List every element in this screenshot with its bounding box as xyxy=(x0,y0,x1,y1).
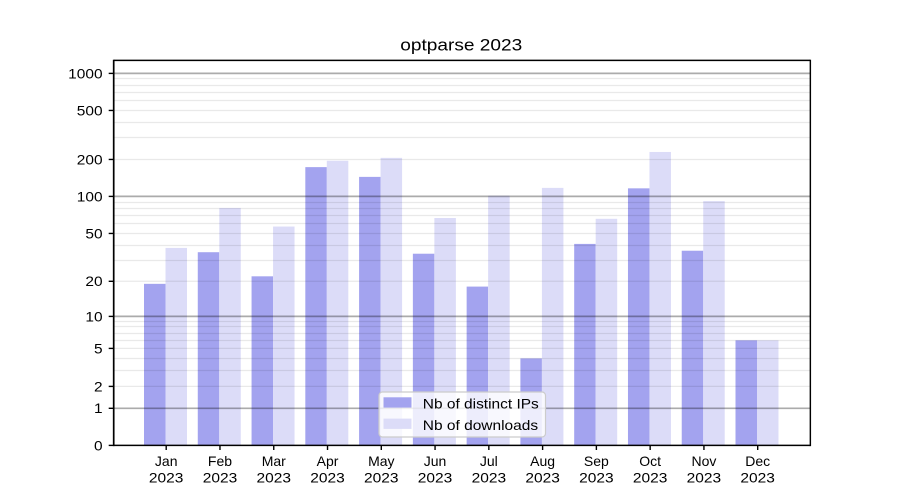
svg-text:2023: 2023 xyxy=(579,469,614,485)
svg-text:500: 500 xyxy=(77,102,103,118)
svg-text:5: 5 xyxy=(94,340,103,356)
svg-text:2023: 2023 xyxy=(203,469,238,485)
svg-text:Nov: Nov xyxy=(691,453,716,469)
svg-text:Feb: Feb xyxy=(208,453,232,469)
svg-text:0: 0 xyxy=(94,437,103,453)
svg-text:2023: 2023 xyxy=(149,469,184,485)
svg-text:2023: 2023 xyxy=(472,469,507,485)
svg-text:200: 200 xyxy=(77,151,103,167)
svg-text:optparse 2023: optparse 2023 xyxy=(400,35,522,54)
svg-text:2023: 2023 xyxy=(633,469,668,485)
svg-text:20: 20 xyxy=(85,273,102,289)
svg-text:Mar: Mar xyxy=(262,453,286,469)
svg-text:Sep: Sep xyxy=(584,453,609,469)
svg-text:2023: 2023 xyxy=(525,469,560,485)
svg-text:2: 2 xyxy=(94,378,103,394)
svg-text:2023: 2023 xyxy=(310,469,345,485)
svg-text:100: 100 xyxy=(77,188,103,204)
svg-text:May: May xyxy=(368,453,394,469)
svg-text:50: 50 xyxy=(85,225,102,241)
svg-text:2023: 2023 xyxy=(418,469,453,485)
svg-text:2023: 2023 xyxy=(257,469,292,485)
svg-text:Jul: Jul xyxy=(480,453,498,469)
svg-text:1: 1 xyxy=(94,400,103,416)
svg-text:2023: 2023 xyxy=(740,469,775,485)
svg-text:Nb of downloads: Nb of downloads xyxy=(423,417,538,433)
svg-text:2023: 2023 xyxy=(687,469,722,485)
svg-text:1000: 1000 xyxy=(68,65,103,81)
svg-text:10: 10 xyxy=(85,308,102,324)
svg-text:Nb of distinct IPs: Nb of distinct IPs xyxy=(423,396,539,412)
svg-text:Apr: Apr xyxy=(317,453,339,469)
svg-text:Dec: Dec xyxy=(745,453,770,469)
svg-text:Oct: Oct xyxy=(639,453,661,469)
svg-text:Jan: Jan xyxy=(155,453,178,469)
svg-text:Jun: Jun xyxy=(424,453,447,469)
svg-text:2023: 2023 xyxy=(364,469,399,485)
svg-text:Aug: Aug xyxy=(530,453,555,469)
